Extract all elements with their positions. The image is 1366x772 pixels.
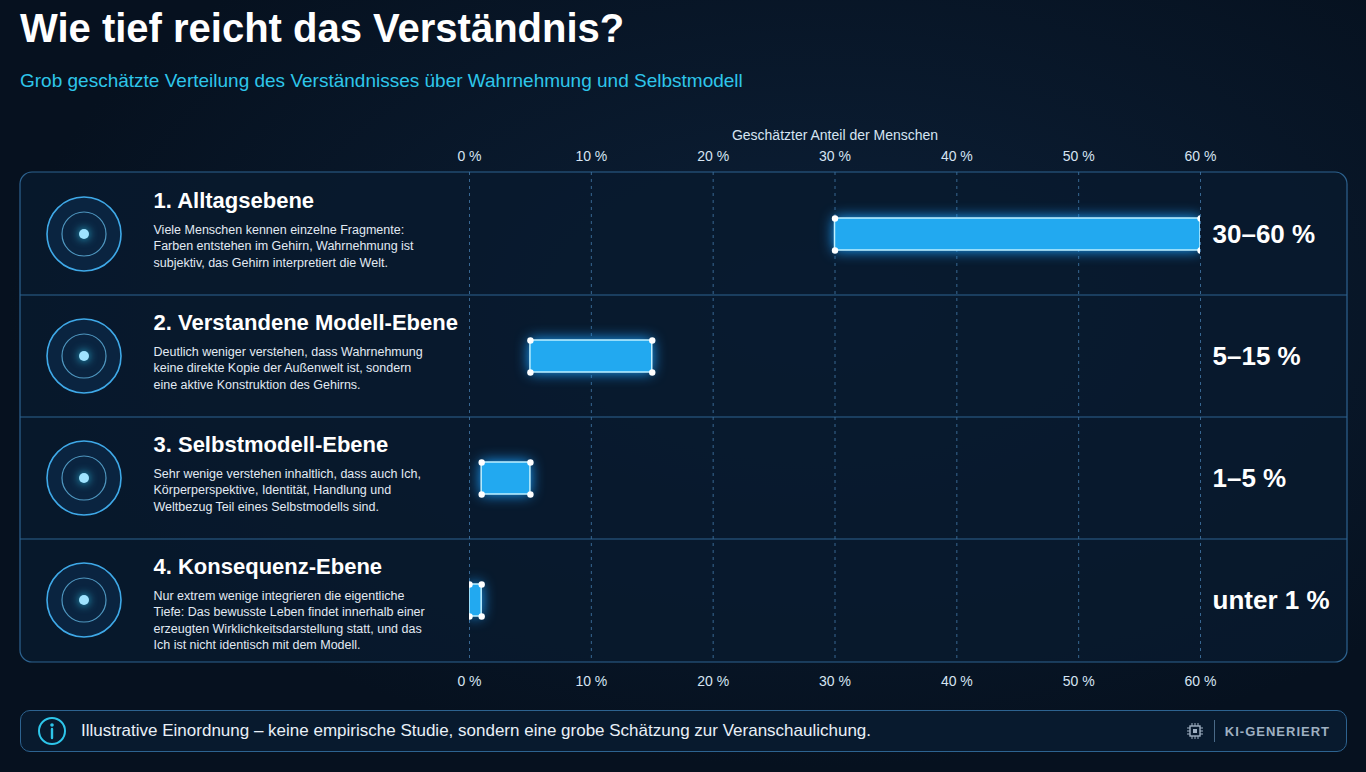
- svg-text:2. Verstandene Modell-Ebene: 2. Verstandene Modell-Ebene: [154, 310, 458, 335]
- svg-text:5–15 %: 5–15 %: [1213, 341, 1301, 371]
- svg-text:10 %: 10 %: [575, 148, 607, 164]
- svg-text:20 %: 20 %: [697, 148, 729, 164]
- svg-text:1. Alltagsebene: 1. Alltagsebene: [154, 188, 315, 213]
- svg-text:0 %: 0 %: [457, 673, 481, 689]
- svg-text:Sehr wenige verstehen inhaltli: Sehr wenige verstehen inhaltlich, dass a…: [154, 467, 422, 513]
- svg-text:30 %: 30 %: [819, 673, 851, 689]
- svg-text:Geschätzter Anteil der Mensche: Geschätzter Anteil der Menschen: [732, 127, 938, 143]
- svg-text:3. Selbstmodell-Ebene: 3. Selbstmodell-Ebene: [154, 432, 389, 457]
- html-text:Grob geschätzte Verteilung des: Grob geschätzte Verteilung des Verständn…: [20, 70, 743, 91]
- svg-text:1–5 %: 1–5 %: [1213, 463, 1287, 493]
- svg-text:20 %: 20 %: [697, 673, 729, 689]
- svg-text:unter 1 %: unter 1 %: [1213, 585, 1330, 615]
- svg-text:10 %: 10 %: [575, 673, 607, 689]
- svg-text:Viele Menschen kennen einzelne: Viele Menschen kennen einzelne Fragmente…: [154, 223, 415, 270]
- svg-text:50 %: 50 %: [1063, 673, 1095, 689]
- svg-text:50 %: 50 %: [1063, 148, 1095, 164]
- svg-text:60 %: 60 %: [1185, 148, 1217, 164]
- svg-text:60 %: 60 %: [1185, 673, 1217, 689]
- html-text:KI-GENERIERT: KI-GENERIERT: [1224, 723, 1330, 739]
- svg-text:30–60 %: 30–60 %: [1213, 219, 1316, 249]
- svg-text:40 %: 40 %: [941, 148, 973, 164]
- svg-text:40 %: 40 %: [941, 673, 973, 689]
- svg-text:Nur extrem wenige integrieren: Nur extrem wenige integrieren die eigent…: [154, 589, 425, 652]
- html-text:Wie tief reicht das Verständni: Wie tief reicht das Verständnis?: [20, 6, 625, 50]
- svg-text:30 %: 30 %: [819, 148, 851, 164]
- svg-text:0 %: 0 %: [457, 148, 481, 164]
- svg-text:4. Konsequenz-Ebene: 4. Konsequenz-Ebene: [154, 554, 383, 579]
- html-text:Illustrative Einordnung – kein: Illustrative Einordnung – keine empirisc…: [81, 721, 871, 740]
- svg-text:Deutlich weniger verstehen, da: Deutlich weniger verstehen, dass Wahrneh…: [154, 345, 423, 392]
